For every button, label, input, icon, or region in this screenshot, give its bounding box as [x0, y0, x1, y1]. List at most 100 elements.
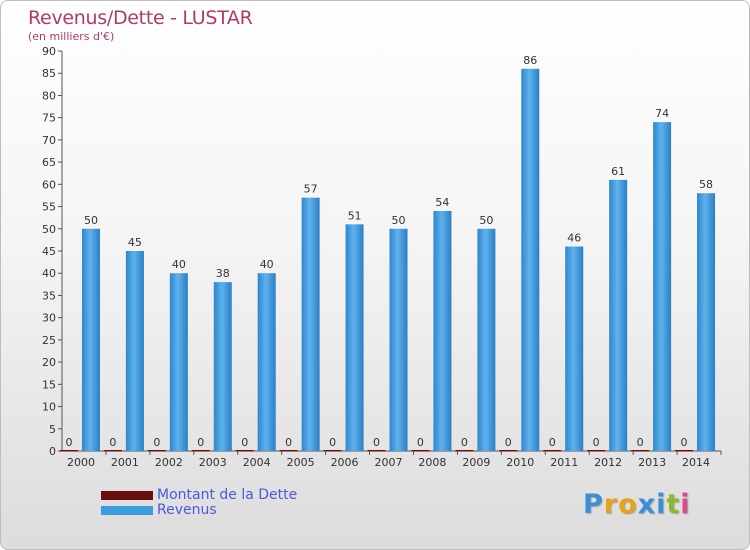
dette-bar: [411, 450, 430, 452]
revenus-value-label: 50: [392, 214, 406, 227]
chart-subtitle: (en milliers d'€): [28, 30, 115, 43]
x-tick-label: 2007: [375, 456, 403, 469]
dette-bar: [543, 450, 562, 452]
x-tick-label: 2002: [155, 456, 183, 469]
x-tick-label: 2008: [418, 456, 446, 469]
dette-value-label: 0: [329, 436, 336, 449]
revenus-bar: [433, 211, 452, 451]
revenus-bar: [521, 68, 540, 452]
x-tick-label: 2000: [67, 456, 95, 469]
revenus-bar: [169, 273, 188, 451]
logo-letter: P: [583, 489, 604, 520]
dette-bar: [455, 450, 474, 452]
dette-value-label: 0: [637, 436, 644, 449]
dette-bar: [191, 450, 210, 452]
revenus-bar: [477, 228, 496, 451]
dette-value-label: 0: [153, 436, 160, 449]
x-tick-label: 2001: [111, 456, 139, 469]
x-tick-label: 2014: [682, 456, 710, 469]
dette-value-label: 0: [65, 436, 72, 449]
y-tick-label: 5: [49, 423, 56, 436]
y-tick-label: 0: [49, 445, 56, 458]
revenus-value-label: 38: [216, 267, 230, 280]
revenus-bar: [213, 282, 232, 451]
x-tick-label: 2006: [331, 456, 359, 469]
revenus-bar: [125, 251, 144, 451]
dette-value-label: 0: [549, 436, 556, 449]
revenus-value-label: 45: [128, 236, 142, 249]
revenus-bar: [697, 193, 716, 451]
x-tick-label: 2005: [287, 456, 315, 469]
logo-letter: x: [637, 489, 657, 520]
legend-label-revenus: Revenus: [157, 502, 217, 518]
dette-bar: [367, 450, 386, 452]
revenus-bar: [81, 228, 100, 451]
revenus-value-label: 57: [304, 183, 318, 196]
dette-value-label: 0: [461, 436, 468, 449]
logo-letter: o: [618, 489, 638, 520]
logo-letter: i: [656, 489, 667, 520]
dette-bar: [499, 450, 518, 452]
y-tick-label: 20: [42, 356, 56, 369]
revenus-value-label: 61: [611, 165, 625, 178]
bars-group: 0 50 0 45 0 40 0 38 0 40 0 57 0 51 0 50 0 54 0 50 0 86 0 46 0 61 0…: [59, 54, 716, 452]
revenus-bar: [653, 122, 672, 451]
dette-value-label: 0: [593, 436, 600, 449]
dette-bar: [587, 450, 606, 452]
revenus-value-label: 74: [655, 107, 669, 120]
revenus-value-label: 50: [479, 214, 493, 227]
y-tick-label: 10: [42, 401, 56, 414]
y-tick-label: 60: [42, 178, 56, 191]
x-tick-label: 2011: [550, 456, 578, 469]
revenus-bar: [609, 179, 628, 451]
y-tick-label: 35: [42, 289, 56, 302]
y-tick-label: 65: [42, 156, 56, 169]
dette-bar: [323, 450, 342, 452]
x-tick-label: 2004: [243, 456, 271, 469]
dette-value-label: 0: [373, 436, 380, 449]
x-tick-label: 2003: [199, 456, 227, 469]
y-axis-ticks: 0 5 10 15 20 25 30 35 40 45 50 55 60 65 70 75 80 85 90: [42, 45, 62, 458]
dette-value-label: 0: [681, 436, 688, 449]
revenus-bar: [389, 228, 408, 451]
dette-value-label: 0: [285, 436, 292, 449]
revenus-bar: [257, 273, 276, 451]
dette-value-label: 0: [197, 436, 204, 449]
dette-bar: [235, 450, 254, 452]
x-tick-label: 2012: [594, 456, 622, 469]
revenus-bar: [301, 197, 320, 451]
dette-value-label: 0: [241, 436, 248, 449]
revenus-bar: [565, 246, 584, 451]
dette-bar: [279, 450, 298, 452]
revenus-value-label: 40: [172, 258, 186, 271]
legend-swatch-revenus: [101, 506, 153, 515]
proxiti-logo: Proxiti: [583, 489, 691, 520]
dette-bar: [675, 450, 694, 452]
revenus-value-label: 40: [260, 258, 274, 271]
logo-letter: t: [666, 489, 681, 520]
y-tick-label: 70: [42, 134, 56, 147]
revenus-value-label: 86: [523, 54, 537, 67]
x-tick-label: 2013: [638, 456, 666, 469]
chart-title: Revenus/Dette - LUSTAR: [28, 7, 253, 29]
dette-value-label: 0: [505, 436, 512, 449]
y-tick-label: 75: [42, 112, 56, 125]
y-tick-label: 30: [42, 312, 56, 325]
y-tick-label: 80: [42, 89, 56, 102]
y-tick-label: 90: [42, 45, 56, 58]
dette-bar: [59, 450, 78, 452]
y-tick-label: 25: [42, 334, 56, 347]
y-tick-label: 40: [42, 267, 56, 280]
dette-bar: [631, 450, 650, 452]
y-tick-label: 15: [42, 378, 56, 391]
logo-letter: i: [680, 489, 691, 520]
x-axis-ticks: 2000 2001 2002 2003 2004 2005 2006 2007 2008 2009…: [67, 451, 722, 469]
y-tick-label: 45: [42, 245, 56, 258]
x-tick-label: 2010: [506, 456, 534, 469]
revenus-bar: [345, 224, 364, 451]
dette-bar: [103, 450, 122, 452]
revenus-value-label: 58: [699, 178, 713, 191]
dette-bar: [147, 450, 166, 452]
y-tick-label: 50: [42, 223, 56, 236]
